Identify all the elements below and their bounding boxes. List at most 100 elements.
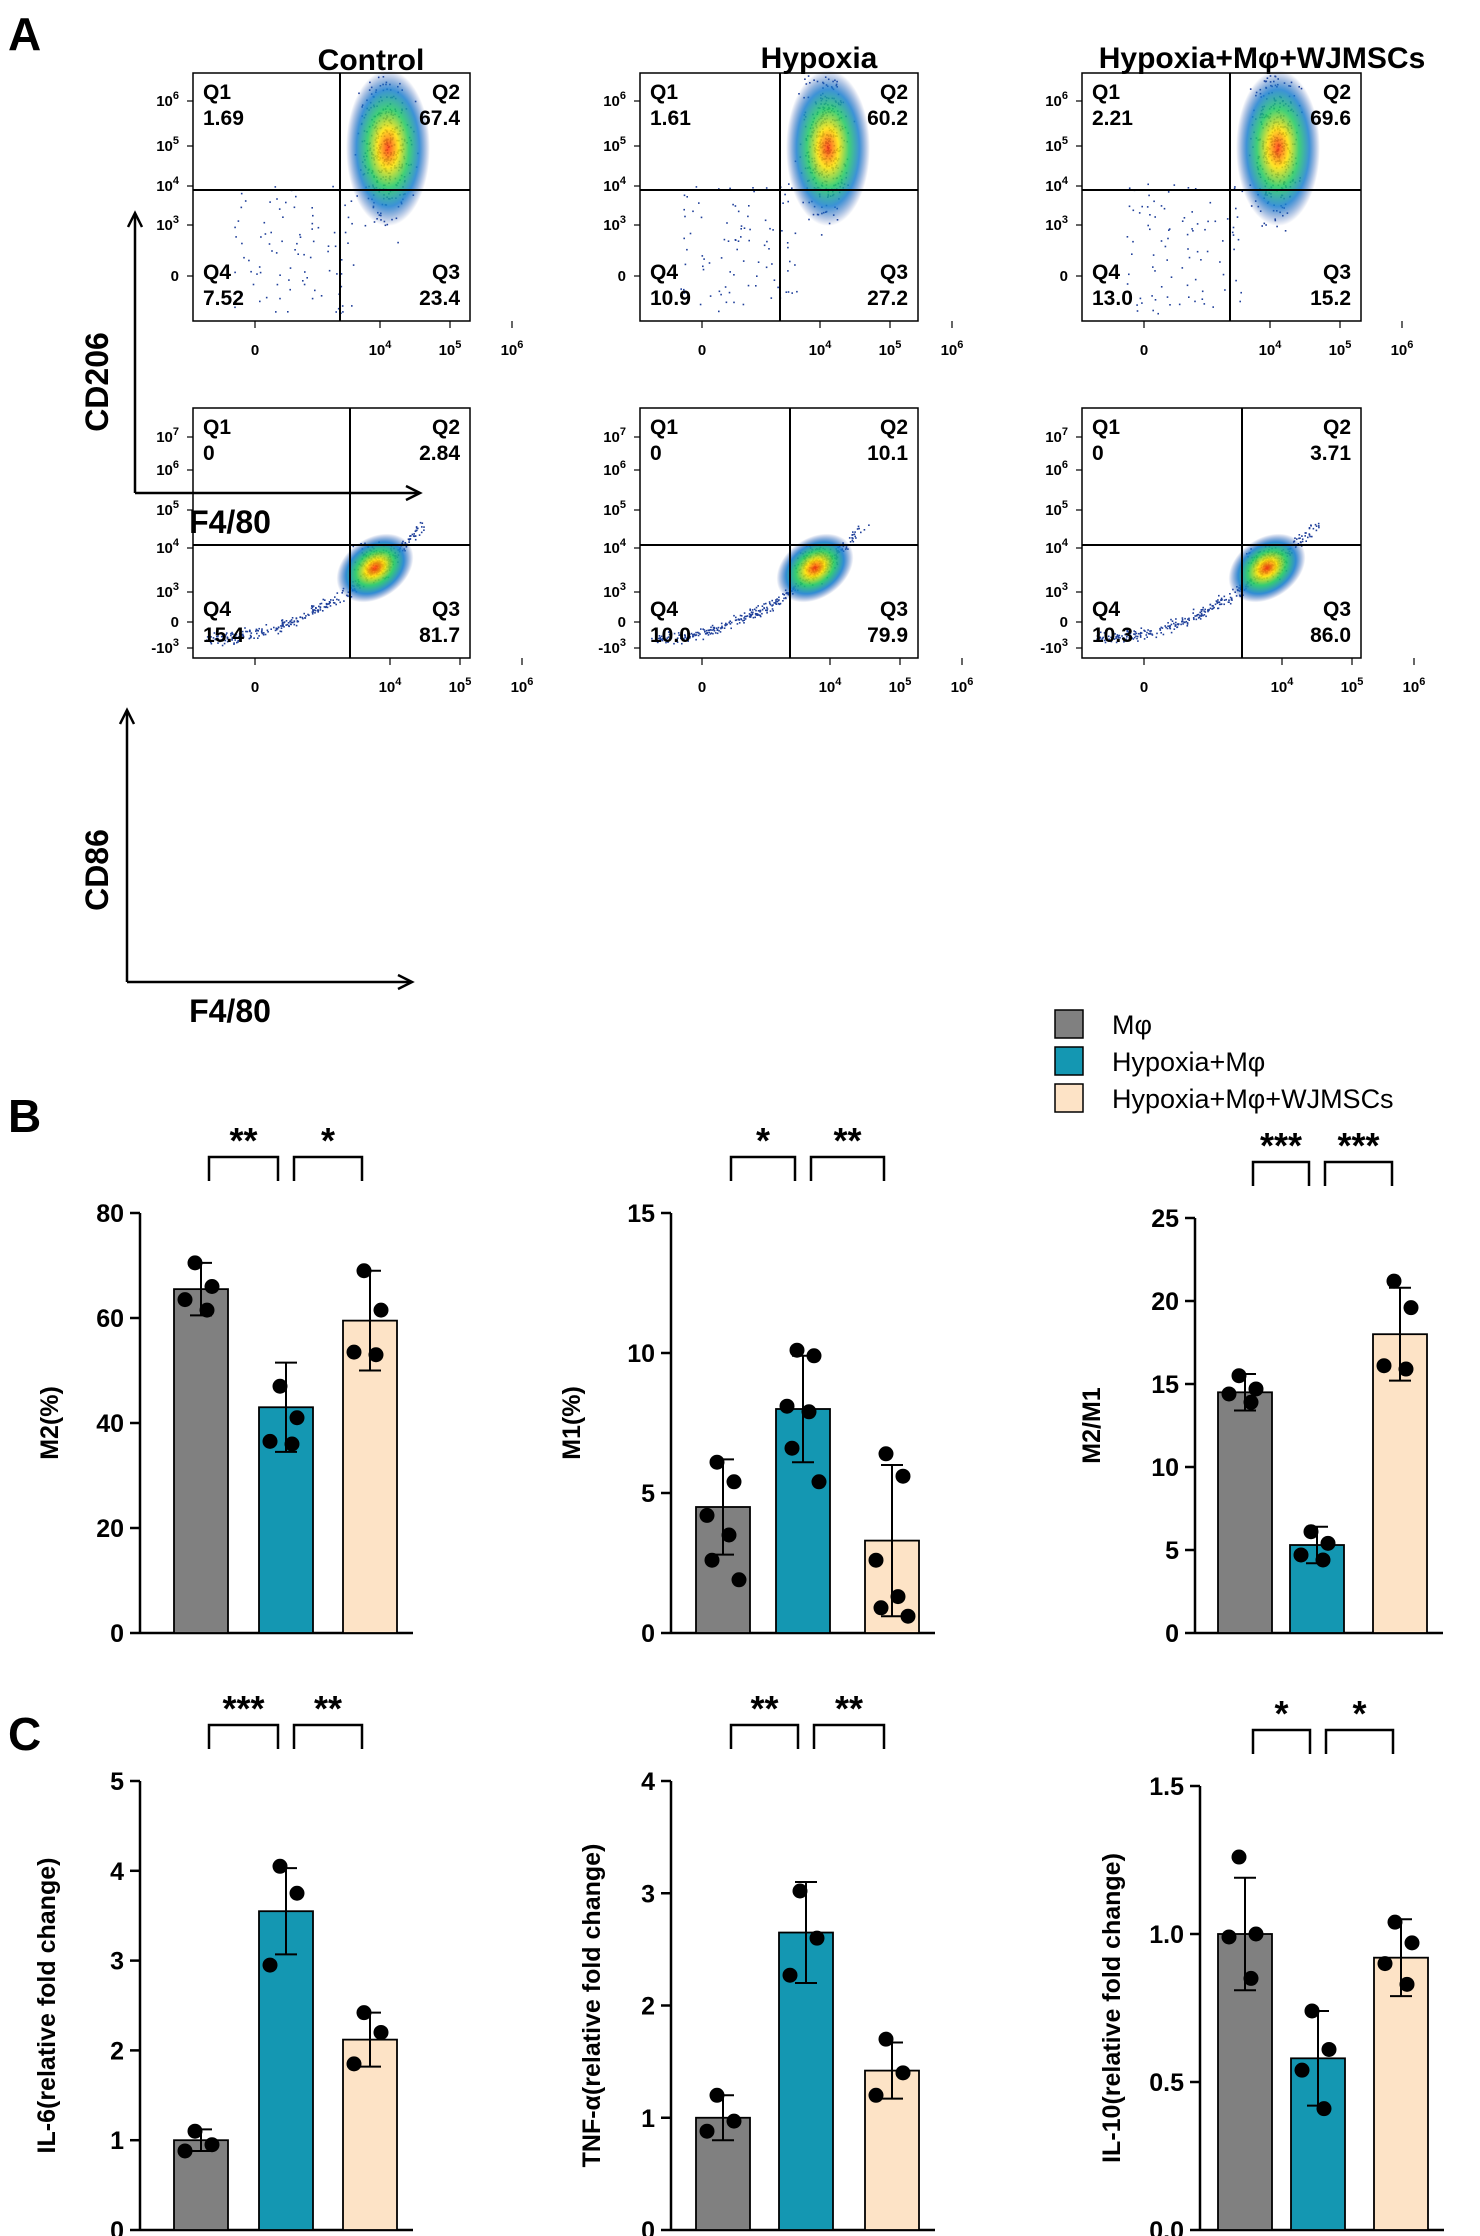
flow-event-dot [687,632,689,635]
flow-event-dot [275,628,278,631]
flow-event-dot [1301,535,1303,537]
flow-event-dot [209,641,212,644]
data-point [1248,1381,1264,1397]
quadrant-name-q3: Q3 [1323,598,1351,621]
flow-event-dot [1162,633,1165,636]
flow-event-dot [296,621,299,623]
flow-y-tick-label: 104 [1045,175,1069,195]
data-point [806,1348,822,1364]
flow-event-dot [794,264,796,266]
flow-y-tick-label: 103 [1045,581,1068,601]
bar-3 [342,1319,398,1634]
flow-event-dot [1184,621,1186,624]
data-point [1399,1976,1415,1992]
flow-event-dot [224,635,226,638]
flow-event-dot [1170,631,1173,634]
data-point [1304,2003,1320,2019]
significance-bracket [729,1155,797,1181]
flow-event-dot [1127,634,1130,637]
flow-event-dot [1110,636,1112,639]
flow-y-tick-label: 107 [156,426,179,446]
flow-event-dot [1276,225,1278,228]
flow-event-dot [740,236,742,238]
data-point [1303,1524,1319,1540]
flow-event-dot [715,627,718,629]
flow-event-dot [759,615,762,618]
flow-event-dot [1149,630,1151,632]
flow-event-dot [271,250,273,252]
flow-event-dot [1173,628,1176,630]
flow-event-dot [1200,609,1203,611]
flow-event-dot [699,633,701,635]
flow-event-dot [1217,601,1220,603]
flow-event-dot [1131,637,1133,639]
flow-event-dot [702,265,704,268]
quadrant-value-q1: 1.69 [203,107,244,130]
flow-event-dot [754,612,757,615]
flow-event-dot [656,641,659,644]
flow-event-dot [1136,635,1139,638]
flow-event-dot [307,613,309,616]
flow-event-dot [747,215,749,218]
flow-event-dot [314,609,317,612]
flow-event-dot [1128,631,1130,633]
significance-label: ** [229,1120,257,1161]
flow-event-dot [221,635,224,638]
flow-event-dot [740,618,742,620]
y-tick-label: 1 [110,2127,124,2155]
data-point [1387,1914,1403,1930]
flow-event-dot [673,632,676,635]
flow-event-dot [242,636,244,639]
flow-event-dot [1133,633,1135,635]
bar-chart-6: 0.0 0.5 1.0 1.5 IL-10(relative fold change) *… [1098,1693,1444,2236]
flow-event-dot [1118,634,1121,637]
flow-event-dot [750,614,753,617]
flow-event-dot [1137,632,1140,635]
flow-event-dot [769,610,772,612]
flow-row2-x-label: F4/80 [189,993,271,1029]
flow-event-dot [1204,611,1207,613]
flow-event-dot [738,618,741,621]
flow-event-dot [1116,634,1119,636]
flow-event-dot [733,301,735,304]
flow-event-dot [318,605,320,608]
flow-event-dot [327,245,330,247]
flow-event-dot [689,637,691,639]
flow-event-dot [763,603,765,605]
quadrant-value-q2: 2.84 [419,442,460,465]
flow-event-dot [364,224,367,227]
flow-event-dot [299,616,302,618]
flow-event-dot [1119,637,1121,639]
flow-event-dot [1117,638,1119,641]
flow-event-dot [709,295,712,297]
flow-y-tick-label: 107 [1045,426,1068,446]
flow-event-dot [269,201,271,203]
flow-event-dot [221,644,224,647]
flow-event-dot [695,186,698,188]
flow-event-dot [756,275,758,277]
data-point [726,1474,742,1490]
flow-event-dot [252,283,255,286]
flow-event-dot [287,622,290,624]
flow-event-dot [230,632,232,635]
flow-event-dot [695,638,697,641]
significance-bracket [207,1155,280,1181]
data-point [890,1589,906,1605]
legend-swatch-wjmscs [1054,1083,1084,1113]
data-point [809,1930,825,1946]
flow-event-dot [226,637,229,640]
flow-event-dot [735,616,737,619]
flow-event-dot [1137,640,1139,642]
flow-event-dot [1167,237,1169,240]
flow-y-tick-label: 105 [603,135,626,155]
flow-event-dot [235,236,237,238]
flow-event-dot [1314,523,1317,526]
flow-event-dot [1183,217,1186,219]
flow-plot-r1-hypoxia: Q1 1.61 Q2 60.2 Q3 27.2 Q4 10.9 106 105 104 103 0 0 10… [603,70,963,359]
data-point [1377,1956,1393,1972]
data-point [1221,1929,1237,1945]
flow-event-dot [1231,231,1234,234]
flow-event-dot [1200,610,1203,613]
flow-event-dot [1169,304,1171,306]
